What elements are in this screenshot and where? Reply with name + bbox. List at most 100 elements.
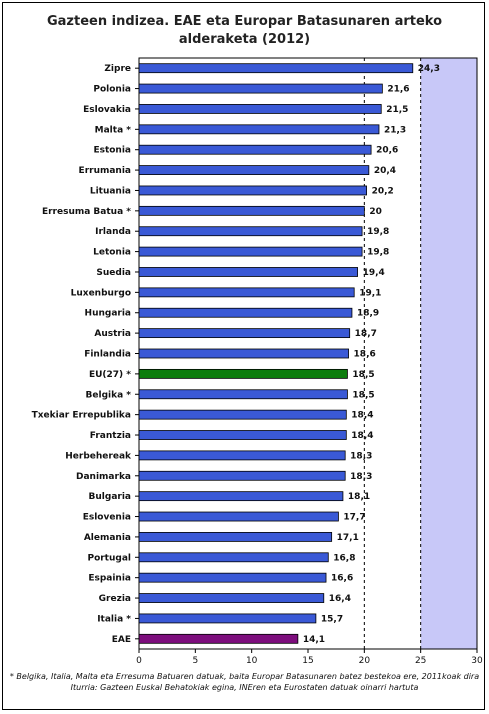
data-label: 20,6 [376, 146, 398, 156]
bar [138, 83, 383, 94]
data-label: 18,4 [351, 411, 373, 421]
bar [138, 450, 346, 461]
bar [138, 491, 344, 502]
category-label: Grezia [99, 594, 131, 604]
category-label: Finlandia [84, 350, 131, 360]
category-label: Zipre [104, 64, 131, 74]
category-label: Estonia [93, 146, 131, 156]
x-tick-label: 30 [471, 656, 483, 666]
category-label: Irlanda [95, 227, 131, 237]
bar [138, 63, 414, 74]
source-note: Iturria: Gazteen Euskal Behatokiak egina… [70, 683, 419, 692]
category-label: Lituania [90, 186, 131, 196]
data-label: 16,4 [329, 594, 351, 604]
data-label: 18,5 [352, 370, 374, 380]
bar [138, 287, 355, 298]
bar [138, 430, 347, 440]
category-label: Belgika * [86, 390, 132, 400]
data-label: 19,8 [367, 248, 389, 258]
category-label: Erresuma Batua * [42, 207, 131, 217]
shaded-region [420, 58, 477, 649]
chart-title: Gazteen indizea. EAE eta Europar Batasun… [3, 13, 486, 49]
category-label: Eslovenia [83, 513, 131, 523]
category-label: Austria [94, 329, 131, 339]
data-label: 18,4 [351, 431, 373, 441]
x-tick-label: 10 [246, 656, 258, 666]
data-label: 20 [369, 207, 382, 217]
bar [138, 307, 353, 318]
data-label: 17,1 [337, 533, 359, 543]
data-label: 17,7 [343, 513, 365, 523]
category-label: Eslovakia [83, 105, 131, 115]
bar [138, 389, 348, 400]
category-label: Bulgaria [89, 492, 131, 502]
bar [138, 532, 333, 542]
data-label: 16,8 [333, 553, 355, 563]
bar [138, 348, 349, 359]
category-label: Alemania [84, 533, 131, 543]
x-tick-label: 15 [302, 656, 313, 666]
data-label: 15,7 [321, 614, 343, 624]
data-label: 21,3 [384, 125, 406, 135]
data-label: 16,6 [331, 574, 353, 584]
category-label: Danimarka [76, 472, 131, 482]
bar [138, 104, 382, 114]
category-label: Espainia [88, 574, 131, 584]
bar [138, 470, 346, 481]
category-label: Suedia [96, 268, 131, 278]
bar [138, 328, 351, 339]
category-label: EAE [112, 635, 131, 645]
data-label: 18,3 [350, 472, 372, 482]
footnote: * Belgika, Italia, Malta eta Erresuma Ba… [9, 672, 480, 681]
category-label: Errumania [79, 166, 131, 176]
data-label: 18,3 [350, 451, 372, 461]
data-label: 21,6 [387, 85, 409, 95]
bar [138, 409, 347, 420]
category-label: Frantzia [90, 431, 131, 441]
chart-notes: * Belgika, Italia, Malta eta Erresuma Ba… [7, 671, 482, 693]
bar [138, 633, 299, 644]
category-label: Hungaria [85, 309, 131, 319]
bar [138, 185, 367, 196]
bar-chart: Zipre 24,3 Polonia 21,6 Eslovakia 21,5 Malta *… [32, 57, 483, 666]
category-label: EU(27) * [89, 370, 131, 380]
x-tick-label: 25 [415, 656, 426, 666]
bar [138, 552, 329, 563]
data-label: 18,7 [355, 329, 377, 339]
bar [138, 613, 317, 624]
data-label: 24,3 [418, 64, 440, 74]
bar [138, 246, 363, 257]
x-tick-label: 0 [136, 656, 142, 666]
category-label: Polonia [93, 85, 131, 95]
bar [138, 205, 365, 216]
x-tick-label: 20 [359, 656, 371, 666]
bar [138, 226, 363, 237]
data-label: 18,6 [354, 350, 376, 360]
category-label: Portugal [87, 553, 131, 563]
data-label: 18,9 [357, 309, 379, 319]
chart-title-line2: alderaketa (2012) [178, 32, 311, 47]
data-label: 20,4 [374, 166, 396, 176]
bar [138, 511, 339, 522]
category-label: Luxenburgo [71, 288, 131, 298]
category-label: Italia * [97, 614, 131, 624]
bar [138, 572, 327, 583]
data-label: 18,5 [352, 390, 374, 400]
category-label: Herbehereak [65, 451, 132, 461]
bar [138, 368, 348, 379]
chart-title-line1: Gazteen indizea. EAE eta Europar Batasun… [46, 14, 443, 29]
data-label: 19,4 [363, 268, 385, 278]
x-tick-label: 5 [192, 656, 198, 666]
data-label: 19,8 [367, 227, 389, 237]
category-label: Malta * [95, 125, 132, 135]
chart-frame: Gazteen indizea. EAE eta Europar Batasun… [2, 2, 485, 710]
bar [138, 124, 380, 135]
bar [138, 267, 358, 277]
category-label: Letonia [93, 248, 131, 258]
data-label: 18,1 [348, 492, 370, 502]
data-label: 20,2 [372, 186, 394, 196]
bar [138, 593, 325, 603]
data-label: 21,5 [386, 105, 408, 115]
data-label: 14,1 [303, 635, 325, 645]
data-label: 19,1 [359, 288, 381, 298]
